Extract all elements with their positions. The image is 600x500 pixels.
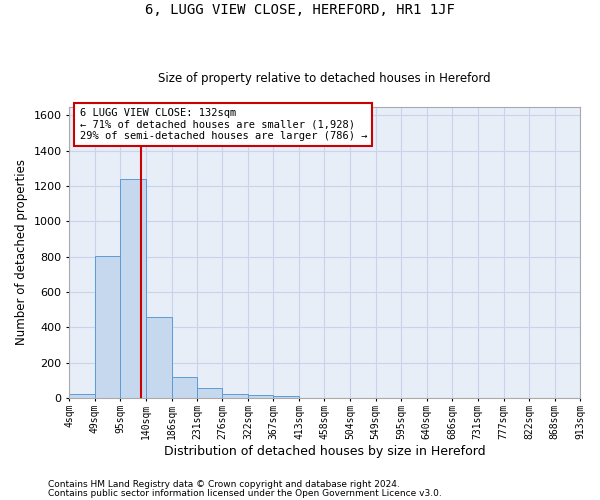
Bar xyxy=(95,256,121,398)
Bar xyxy=(222,394,248,398)
Bar xyxy=(172,377,197,398)
Bar xyxy=(273,396,299,398)
Text: 6 LUGG VIEW CLOSE: 132sqm
← 71% of detached houses are smaller (1,928)
29% of se: 6 LUGG VIEW CLOSE: 132sqm ← 71% of detac… xyxy=(80,108,367,141)
Bar xyxy=(248,395,273,398)
Bar xyxy=(146,317,172,398)
X-axis label: Distribution of detached houses by size in Hereford: Distribution of detached houses by size … xyxy=(164,444,485,458)
Bar xyxy=(121,179,146,398)
Y-axis label: Number of detached properties: Number of detached properties xyxy=(15,160,28,346)
Bar xyxy=(70,394,95,398)
Bar xyxy=(197,388,222,398)
Text: 6, LUGG VIEW CLOSE, HEREFORD, HR1 1JF: 6, LUGG VIEW CLOSE, HEREFORD, HR1 1JF xyxy=(145,2,455,16)
Title: Size of property relative to detached houses in Hereford: Size of property relative to detached ho… xyxy=(158,72,491,85)
Text: Contains public sector information licensed under the Open Government Licence v3: Contains public sector information licen… xyxy=(48,489,442,498)
Text: Contains HM Land Registry data © Crown copyright and database right 2024.: Contains HM Land Registry data © Crown c… xyxy=(48,480,400,489)
